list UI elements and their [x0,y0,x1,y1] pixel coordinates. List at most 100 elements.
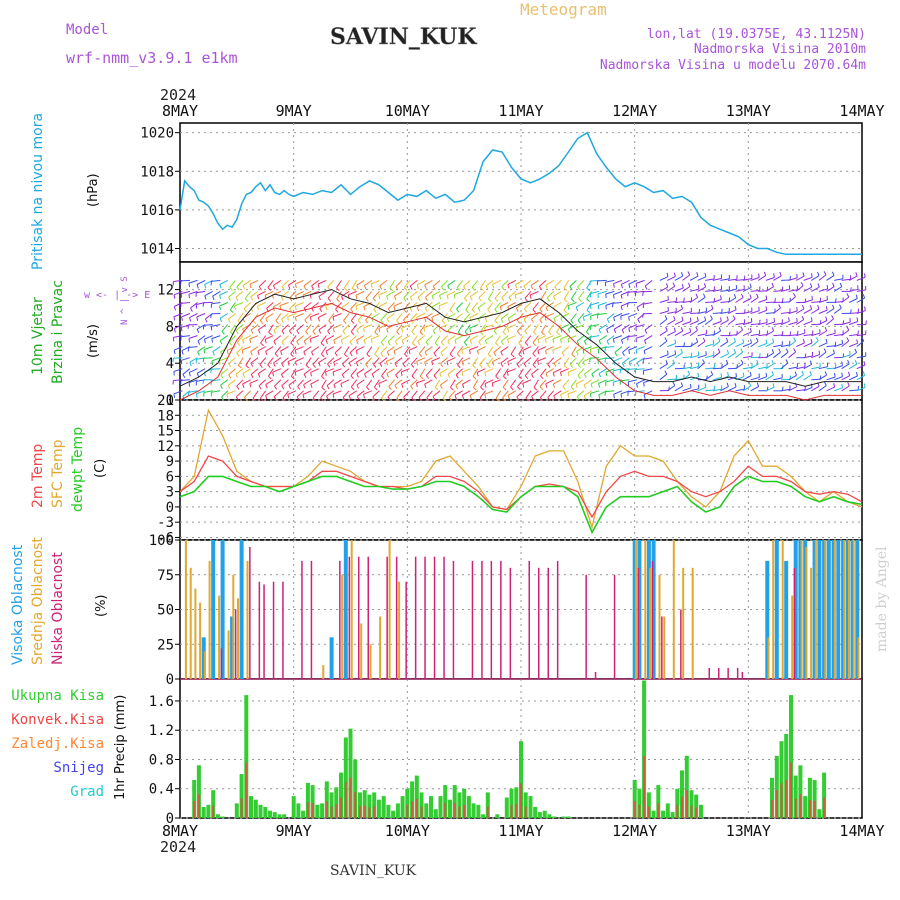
precip-total-bar [476,804,481,818]
precip-conv-bar [420,806,423,818]
cloud-mid-bar [691,567,694,679]
wind-barb-flag [523,363,527,368]
wind-barb-flag [318,296,321,301]
wind-barb-flag [627,302,629,307]
wind-barb-flag [802,338,805,344]
precip-total-bar [206,804,211,818]
wind-barb-flag [242,383,245,388]
model-name: wrf-nmm_v3.9.1 e1km [66,49,238,67]
cloud-low-bar [263,584,265,679]
wind-barb [856,276,866,281]
precip-total-bar [452,785,457,818]
wind-barb-flag [855,294,858,299]
wind-barb-flag [342,397,346,401]
wind-barb [545,279,554,286]
x-tick-label-bottom: 14MAY [839,822,884,840]
wind-barb [236,379,244,387]
wind-barb [381,390,388,399]
wind-barb-flag [281,286,285,291]
wind-barb [341,302,350,309]
wind-barb-flag [503,375,507,380]
wind-barb [312,324,320,332]
y-tick-label: 3 [166,485,174,501]
wind-barb [628,324,638,329]
wind-barb [441,280,448,288]
wind-barb [563,291,570,300]
wind-barb-flag [394,362,398,367]
wind-barb-flag [778,304,781,309]
wind-barb-flag [287,394,290,399]
wind-barb [856,355,866,359]
wind-barb-flag [219,340,223,345]
wind-barb-flag [710,370,714,375]
y-tick-label: 12 [157,283,174,299]
wind-barb [758,309,767,314]
wind-barb-flag [539,319,543,324]
wind-barb [545,368,554,374]
wind-barb-flag [517,330,521,335]
y-tick-label: 21 [157,393,174,409]
wind-barb-flag [525,397,530,402]
wind-barb [485,335,494,341]
precip-conv-bar [411,801,414,818]
wind-barb [188,346,198,348]
wind-barb-flag [204,318,208,323]
wind-barb [410,313,418,321]
wind-barb-flag [620,284,623,289]
wind-barb-flag [409,285,413,290]
wind-barb [613,335,623,340]
wind-barb-flag [810,283,813,288]
wind-barb [576,346,585,353]
wind-barb [635,335,645,339]
wind-barb-flag [440,352,444,357]
wind-barb-flag [570,320,574,324]
wind-barb-flag [356,373,359,378]
cloud-low-bar [234,609,237,679]
wind-barb [333,335,342,341]
wind-barb-flag [461,349,464,354]
wind-barb-flag [371,373,375,378]
wind-barb [508,291,517,298]
wind-barb [659,363,668,370]
wind-barb-flag [680,382,684,387]
wind-barb-flag [197,351,200,356]
wind-barb [682,300,692,303]
cloud-mid-bar [814,540,817,679]
wind-barb [411,335,418,344]
precip-total-bar [310,785,315,818]
wind-barb [720,289,730,292]
wind-barb [547,390,555,398]
wind-barb [803,363,812,370]
wind-barb [219,357,228,362]
wind-barb-flag [689,327,692,333]
wind-barb [758,290,768,292]
wind-barb [326,390,335,397]
wind-barb-flag [704,272,707,277]
wind-barb-flag [765,295,768,300]
wind-barb [644,280,653,287]
wind-barb [539,280,547,287]
wind-barb-flag [212,351,215,356]
wind-barb [522,379,532,384]
wind-barb-flag [378,383,381,388]
wind-barb [303,302,312,309]
wind-barb-flag [613,394,615,399]
cloud-low-bar [538,567,540,679]
wind-barb [295,368,304,373]
wind-barb-flag [350,386,355,391]
precip-conv-bar [406,804,409,818]
wind-barb [273,357,282,364]
cloud-low-bar [500,560,502,679]
precip-total-bar [410,781,415,818]
wind-barb-flag [257,350,260,355]
wind-label-1: 10m Vjetar [30,297,46,375]
wind-barb-flag [793,348,797,353]
wind-barb-flag [643,394,646,399]
wind-barb-flag [774,298,776,303]
wind-barb-flag [173,393,176,398]
wind-barb [712,330,721,337]
wind-barb-flag [363,306,366,311]
precip-total-bar [646,792,651,818]
wind-barb [517,379,524,387]
wind-barb [674,352,683,359]
